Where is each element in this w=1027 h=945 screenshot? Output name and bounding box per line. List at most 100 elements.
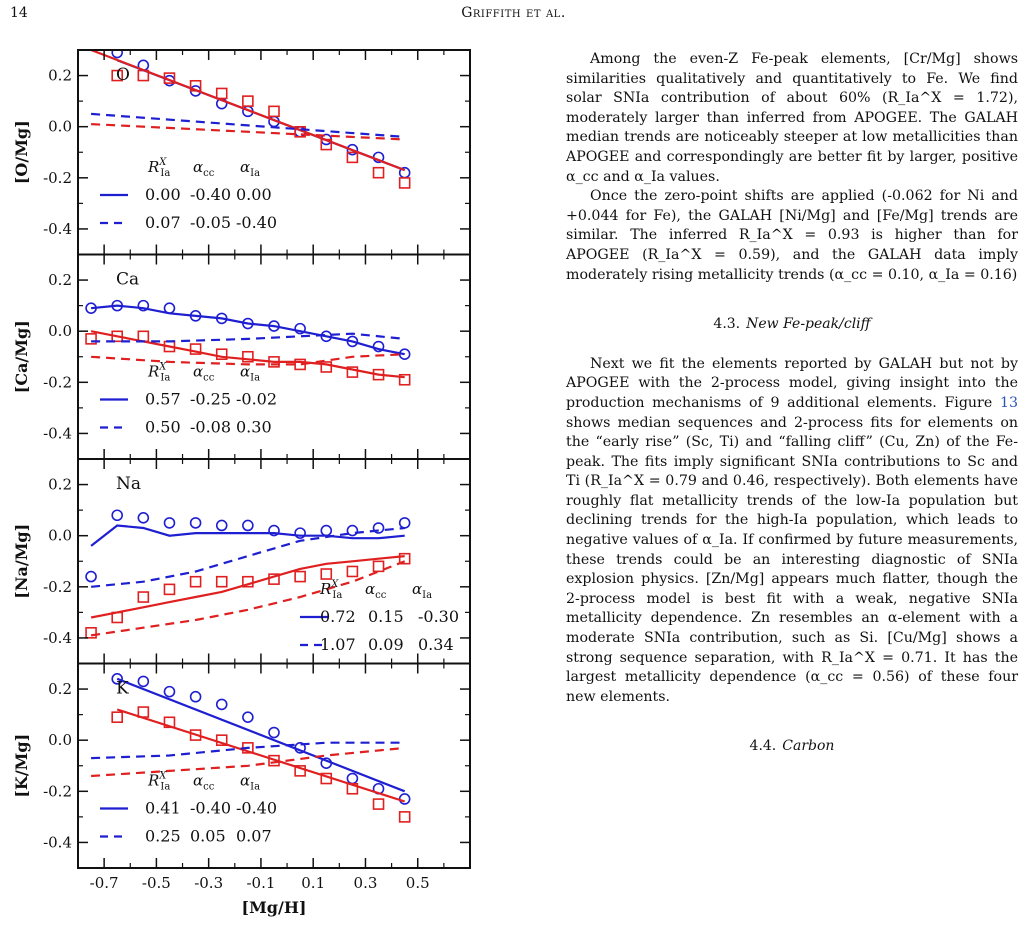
legend-alpha-cc-value: -0.40 <box>190 185 231 204</box>
legend-alpha-ia-value: 0.00 <box>236 185 272 204</box>
legend-header-alpha-cc: αcc <box>193 158 215 179</box>
low-ia-median-point <box>294 765 306 777</box>
panel-k: -0.4 -0.2 0.0 0.2 [K/Mg] K RX Ia αcc αIa 0.41 -0.40… <box>12 662 471 917</box>
legend-r-value: 0.07 <box>145 213 181 232</box>
low-ia-median-point <box>85 333 97 345</box>
y-tick-label: -0.4 <box>43 629 72 647</box>
fit-line-blue-dashed <box>90 526 405 588</box>
legend-header-alpha-ia: αIa <box>240 772 260 793</box>
text-column: Among the even-Z Fe-peak elements, [Cr/M… <box>566 50 1018 777</box>
low-ia-median-point <box>398 177 411 189</box>
high-ia-median-point <box>346 143 359 156</box>
legend-r-value: 0.25 <box>145 827 181 846</box>
low-ia-median-point <box>320 361 333 373</box>
element-label: Na <box>116 474 141 494</box>
paragraph-text: shows median sequences and 2-process fit… <box>566 414 1018 705</box>
legend-r-value: 0.50 <box>145 418 181 437</box>
plot-area <box>85 299 411 386</box>
panel-ca: -0.4 -0.2 0.0 0.2 [Ca/Mg] Ca RX Ia αcc αIa 0.57 -0.… <box>12 253 471 460</box>
high-ia-median-point <box>320 524 333 537</box>
high-ia-median-point <box>111 673 123 685</box>
legend-alpha-ia-value: -0.30 <box>418 607 459 626</box>
x-tick-label: -0.7 <box>90 874 119 892</box>
low-ia-median-point <box>242 350 254 363</box>
x-tick-label: 0.3 <box>354 874 378 892</box>
paragraph-text: Next we fit the elements reported by GAL… <box>566 355 1018 411</box>
y-tick-label: -0.4 <box>43 424 72 442</box>
high-ia-median-point <box>346 772 359 785</box>
legend-header-r: RX Ia <box>319 579 342 601</box>
fit-line-blue-dashed <box>91 332 405 343</box>
y-axis-label: [K/Mg] <box>12 734 31 798</box>
legend-alpha-ia-value: -0.40 <box>236 799 277 818</box>
legend-alpha-ia-value: 0.07 <box>236 827 272 846</box>
fit-line-red-dashed <box>91 353 405 366</box>
section-title: New Fe-peak/cliff <box>746 316 871 333</box>
legend-alpha-cc-value: 0.09 <box>368 635 404 654</box>
legend-header-r: RX Ia <box>147 771 170 793</box>
legend-alpha-ia-value: -0.02 <box>236 390 277 409</box>
high-ia-median-point <box>85 570 97 583</box>
low-ia-median-point <box>189 575 202 588</box>
legend-header-alpha-ia: αIa <box>240 158 260 179</box>
y-tick-label: -0.2 <box>43 782 72 800</box>
element-label: Ca <box>116 270 139 290</box>
legend-header-r: RX Ia <box>147 157 170 179</box>
legend-alpha-cc-value: 0.05 <box>190 827 226 846</box>
y-tick-label: 0.2 <box>48 680 72 698</box>
high-ia-median-point <box>137 299 150 312</box>
high-ia-median-point <box>398 793 411 805</box>
legend-alpha-ia-value: 0.34 <box>418 635 454 654</box>
low-ia-median-point <box>215 734 228 746</box>
fit-line-red-dashed <box>91 746 405 778</box>
low-ia-median-point <box>163 583 176 596</box>
plot-area <box>85 509 411 639</box>
low-ia-median-point <box>372 798 385 810</box>
legend-alpha-cc-value: -0.08 <box>190 418 231 437</box>
low-ia-median-point <box>294 570 306 583</box>
low-ia-median-point <box>372 560 385 573</box>
y-tick-label: 0.0 <box>48 731 72 749</box>
legend-r-value: 0.57 <box>145 390 181 409</box>
y-tick-label: 0.2 <box>48 476 72 494</box>
low-ia-median-point <box>85 627 97 639</box>
legend-r-value: 1.07 <box>320 635 356 654</box>
plot-area <box>90 50 411 189</box>
paragraph-ni-fe: Once the zero-point shifts are applied (… <box>566 188 1018 283</box>
section-title: Carbon <box>782 738 835 755</box>
low-ia-median-point <box>398 552 411 565</box>
legend-header-alpha-ia: αIa <box>240 363 260 384</box>
high-ia-median-point <box>189 517 202 529</box>
y-tick-label: -0.2 <box>43 169 72 187</box>
high-ia-median-point <box>346 524 359 537</box>
y-tick-label: -0.2 <box>43 373 72 391</box>
x-tick-label: -0.5 <box>142 874 171 892</box>
x-tick-label: -0.1 <box>246 874 275 892</box>
y-axis-label: [Ca/Mg] <box>12 320 31 393</box>
paragraph-new-fe-peak: Next we fit the elements reported by GAL… <box>566 355 1018 708</box>
fit-line-red-solid <box>90 50 406 172</box>
legend-alpha-cc-value: -0.40 <box>190 799 231 818</box>
panel-na: -0.4 -0.2 0.0 0.2 [Na/Mg] Na RX Ia αcc αIa 0.72 0.1… <box>12 458 471 665</box>
high-ia-median-point <box>242 711 254 723</box>
high-ia-median-point <box>111 509 123 522</box>
legend-alpha-cc-value: -0.05 <box>190 213 231 232</box>
legend-alpha-ia-value: -0.40 <box>236 213 277 232</box>
section-number: 4.3. <box>713 316 741 333</box>
low-ia-median-point <box>215 348 228 360</box>
fit-line-red-dashed <box>90 560 406 637</box>
figure-link[interactable]: 13 <box>999 394 1018 411</box>
high-ia-median-point <box>215 519 228 532</box>
legend-r-value: 0.72 <box>320 607 356 626</box>
high-ia-median-point <box>372 522 385 534</box>
high-ia-median-point <box>268 524 280 537</box>
fit-line-blue-solid <box>116 677 406 793</box>
plot-area <box>91 673 411 823</box>
high-ia-median-point <box>137 511 150 524</box>
low-ia-median-point <box>268 105 280 118</box>
y-tick-label: 0.2 <box>48 271 72 289</box>
low-ia-median-point <box>137 706 150 718</box>
high-ia-median-point <box>242 519 254 532</box>
low-ia-median-point <box>346 366 359 378</box>
y-axis-label: [Na/Mg] <box>12 524 31 599</box>
